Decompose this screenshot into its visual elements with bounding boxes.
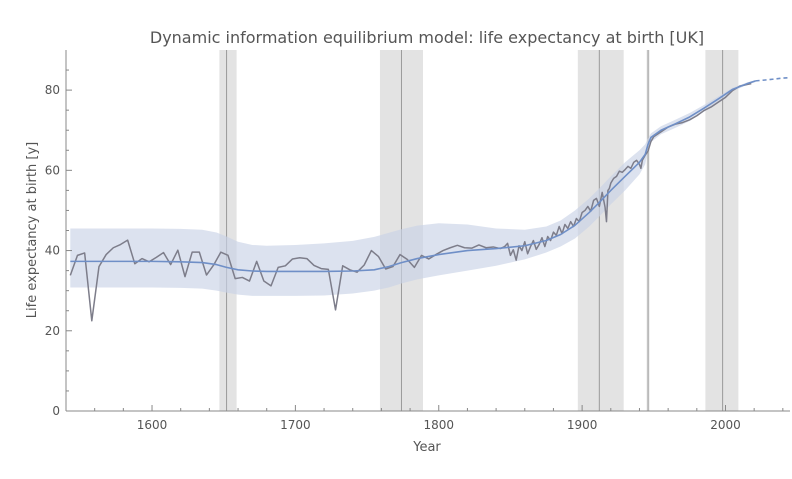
confidence-band bbox=[70, 80, 756, 296]
x-tick-label: 1600 bbox=[137, 418, 168, 432]
series-line-data bbox=[69, 82, 752, 322]
y-tick-label: 80 bbox=[45, 83, 60, 97]
shaded-band-0 bbox=[219, 50, 237, 411]
x-tick-label: 1900 bbox=[567, 418, 598, 432]
x-tick-label: 1700 bbox=[280, 418, 311, 432]
x-axis-label: Year bbox=[412, 440, 441, 455]
series-line-forecast bbox=[755, 76, 791, 82]
series-layer bbox=[69, 76, 791, 322]
confidence-band-layer bbox=[70, 80, 756, 296]
axes: 1600 1700 1800 1900 2000 0 20 40 60 80 bbox=[45, 50, 790, 432]
x-tick-label: 2000 bbox=[710, 418, 741, 432]
series-line-model bbox=[70, 80, 756, 273]
y-tick-label: 60 bbox=[45, 163, 60, 177]
y-tick-label: 20 bbox=[45, 324, 60, 338]
y-tick-label: 40 bbox=[45, 244, 60, 258]
y-axis-label: Life expectancy at birth [y] bbox=[25, 142, 40, 318]
chart-title: Dynamic information equilibrium model: l… bbox=[150, 28, 704, 47]
y-tick-label: 0 bbox=[52, 404, 60, 418]
shaded-band-2 bbox=[577, 50, 624, 411]
shaded-band-4 bbox=[705, 50, 739, 411]
x-tick-label: 1800 bbox=[423, 418, 454, 432]
